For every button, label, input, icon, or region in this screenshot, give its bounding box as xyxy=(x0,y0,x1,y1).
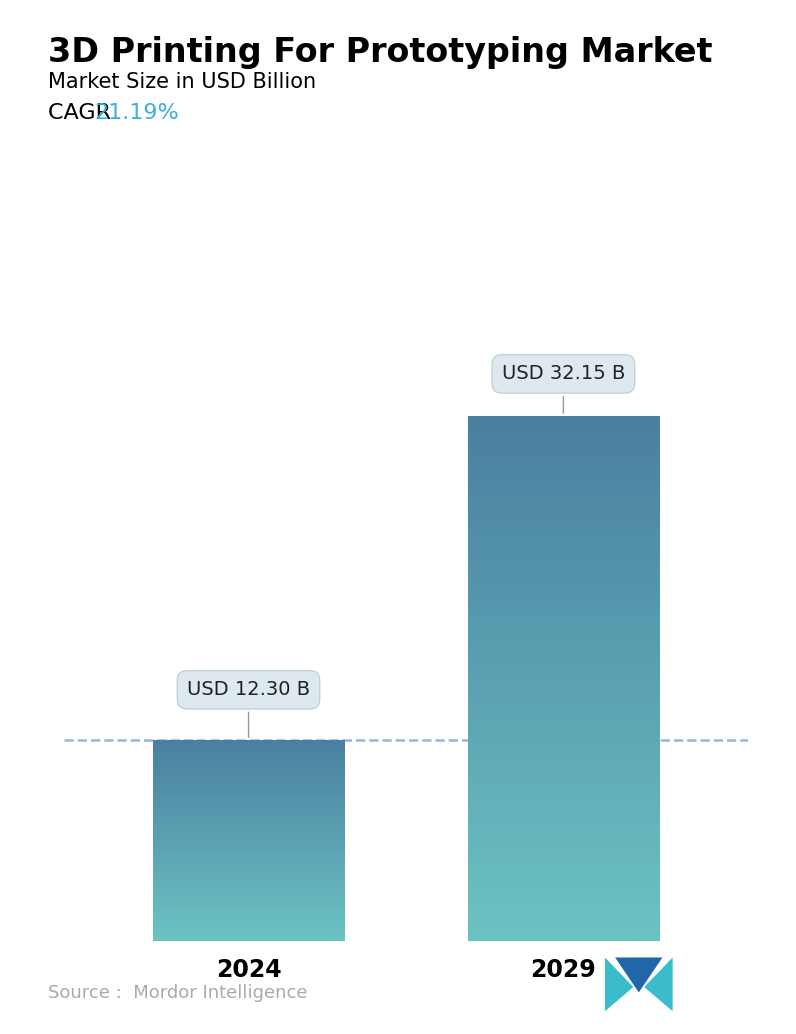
Text: USD 32.15 B: USD 32.15 B xyxy=(501,364,625,414)
Text: USD 12.30 B: USD 12.30 B xyxy=(187,680,310,737)
Text: CAGR: CAGR xyxy=(48,103,118,123)
Text: Market Size in USD Billion: Market Size in USD Billion xyxy=(48,72,316,92)
Text: 21.19%: 21.19% xyxy=(94,103,178,123)
Text: Source :  Mordor Intelligence: Source : Mordor Intelligence xyxy=(48,983,307,1002)
Text: 3D Printing For Prototyping Market: 3D Printing For Prototyping Market xyxy=(48,36,712,69)
